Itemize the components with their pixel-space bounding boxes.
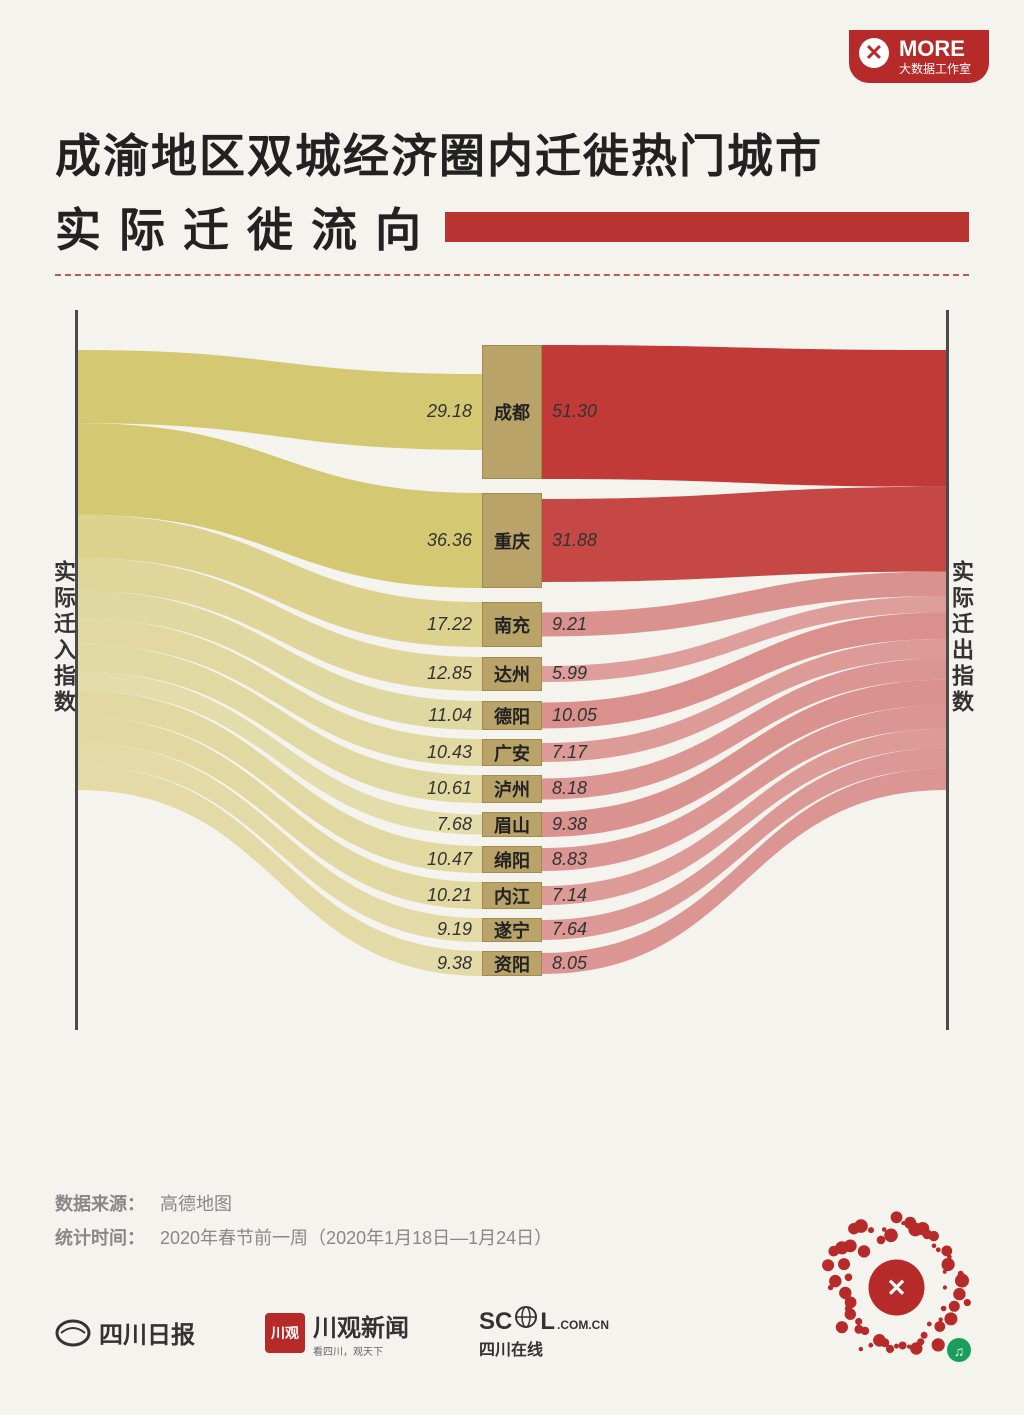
city-block: 达州 (482, 657, 542, 691)
svg-text:♫: ♫ (954, 1343, 965, 1359)
out-value: 9.21 (552, 614, 587, 635)
scol-globe-icon (514, 1305, 538, 1329)
city-block: 成都 (482, 345, 542, 479)
out-value: 7.17 (552, 742, 587, 763)
logo-scdaily-text: 四川日报 (99, 1315, 195, 1350)
in-value: 10.61 (412, 778, 472, 799)
out-value: 7.14 (552, 885, 587, 906)
logo-scdaily: 四川日报 (55, 1315, 195, 1351)
logo-scol: SC L .COM.CN 四川在线 (479, 1305, 609, 1360)
more-badge: ✕ MORE 大数据工作室 (849, 30, 989, 83)
logo-chuanguan-sub: 看四川，观天下 (313, 1343, 409, 1358)
footer-meta: 数据来源： 高德地图 统计时间： 2020年春节前一周（2020年1月18日—1… (55, 1190, 552, 1250)
qr-code: ✕♫ (819, 1210, 974, 1365)
more-icon: ✕ (859, 38, 889, 68)
city-block: 德阳 (482, 701, 542, 730)
city-block: 资阳 (482, 951, 542, 976)
time-value: 2020年春节前一周（2020年1月18日—1月24日） (160, 1228, 552, 1248)
svg-text:✕: ✕ (886, 1275, 906, 1302)
in-value: 17.22 (412, 614, 472, 635)
logo-scol-l: L (540, 1308, 555, 1336)
in-value: 10.21 (412, 885, 472, 906)
in-value: 12.85 (412, 663, 472, 684)
title-line2-wrap: 实际迁徙流向 (55, 194, 969, 260)
out-value: 5.99 (552, 663, 587, 684)
city-block: 泸州 (482, 775, 542, 803)
badge-sub: 大数据工作室 (899, 60, 971, 77)
sankey-chart: 实际迁入指数 实际迁出指数 成都重庆南充达州德阳广安泸州眉山绵阳内江遂宁资阳 2… (55, 310, 969, 1030)
out-value: 8.18 (552, 778, 587, 799)
in-value: 36.36 (412, 530, 472, 551)
badge-text: MORE (899, 36, 965, 61)
title-line1: 成渝地区双城经济圈内迁徙热门城市 (55, 120, 969, 186)
city-block: 南充 (482, 602, 542, 647)
city-block: 广安 (482, 739, 542, 766)
in-value: 9.38 (412, 953, 472, 974)
in-value: 10.47 (412, 849, 472, 870)
in-value: 9.19 (412, 919, 472, 940)
out-value: 8.83 (552, 849, 587, 870)
source-value: 高德地图 (160, 1194, 232, 1214)
city-block: 内江 (482, 882, 542, 909)
out-value: 9.38 (552, 814, 587, 835)
in-value: 10.43 (412, 742, 472, 763)
in-value: 29.18 (412, 401, 472, 422)
out-value: 31.88 (552, 530, 597, 551)
title-line2: 实际迁徙流向 (55, 194, 439, 260)
out-value: 8.05 (552, 953, 587, 974)
in-value: 7.68 (412, 814, 472, 835)
out-value: 51.30 (552, 401, 597, 422)
title-dashed-rule (55, 274, 969, 276)
city-blocks: 成都重庆南充达州德阳广安泸州眉山绵阳内江遂宁资阳 (482, 345, 542, 976)
logo-chuanguan-text: 川观新闻 (313, 1315, 409, 1342)
logo-chuanguan: 川观 川观新闻 看四川，观天下 (265, 1308, 409, 1358)
city-block: 绵阳 (482, 846, 542, 873)
footer-logos: 四川日报 川观 川观新闻 看四川，观天下 SC L .COM.CN 四川在线 (55, 1305, 609, 1360)
title-block: 成渝地区双城经济圈内迁徙热门城市 实际迁徙流向 (55, 120, 969, 276)
city-block: 眉山 (482, 812, 542, 837)
out-value: 10.05 (552, 705, 597, 726)
logo-scol-com: .COM.CN (557, 1318, 609, 1332)
title-bar (445, 212, 969, 242)
logo-scol-sc: SC (479, 1308, 512, 1336)
city-block: 遂宁 (482, 918, 542, 942)
in-value: 11.04 (412, 705, 472, 726)
out-value: 7.64 (552, 919, 587, 940)
scdaily-icon (55, 1315, 91, 1351)
city-block: 重庆 (482, 493, 542, 588)
time-label: 统计时间： (55, 1228, 145, 1248)
source-label: 数据来源： (55, 1194, 145, 1214)
logo-chuanguan-sq: 川观 (265, 1313, 305, 1353)
logo-scol-sub: 四川在线 (479, 1336, 609, 1360)
